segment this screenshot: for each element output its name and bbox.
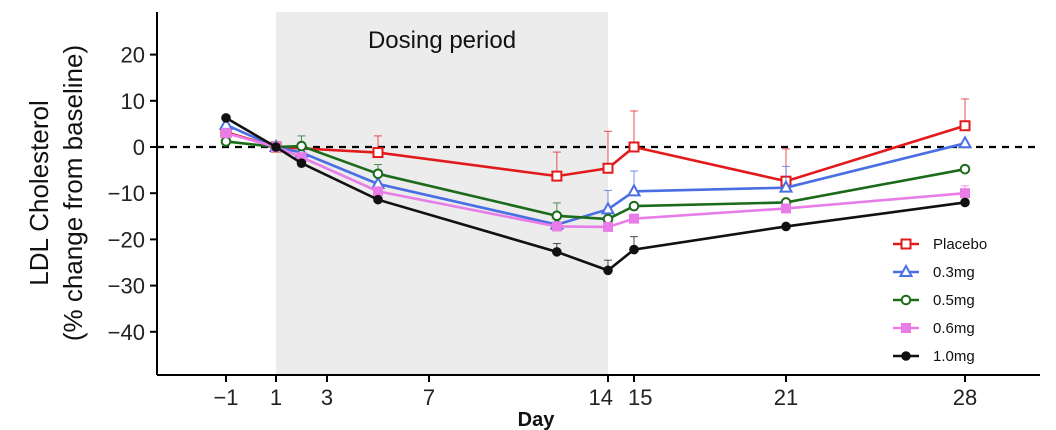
y-axis-label-line-2: (% change from baseline) (58, 45, 88, 341)
y-tick-label: 10 (121, 89, 145, 114)
legend-label: 0.3mg (933, 264, 975, 281)
y-axis-label-line-1: LDL Cholesterol (24, 100, 54, 285)
data-point (901, 323, 911, 333)
series-layer (218, 98, 973, 276)
legend-label: 1.0mg (933, 348, 975, 365)
x-ticks: −1 1 3 7 14 15 21 28 (213, 375, 977, 410)
legend-label: 0.6mg (933, 320, 975, 337)
data-point (221, 128, 231, 139)
legend-item: Placebo (893, 236, 987, 253)
x-tick-label: 15 (628, 385, 652, 410)
x-tick-label: 1 (270, 385, 282, 410)
x-tick-label: 28 (953, 385, 977, 410)
data-point (960, 197, 970, 208)
legend-item: 1.0mg (893, 348, 975, 365)
data-point (957, 135, 973, 149)
data-point (781, 203, 791, 214)
series-0-6mg (221, 128, 970, 232)
data-point (271, 142, 281, 152)
y-tick-label: 20 (121, 43, 145, 68)
series-line (225, 124, 966, 183)
data-point (603, 221, 613, 232)
data-point (901, 351, 911, 361)
x-tick-label: 14 (589, 385, 613, 410)
data-point (628, 141, 640, 153)
data-point (959, 163, 971, 175)
data-point (372, 168, 384, 180)
data-point (626, 183, 642, 197)
data-point (628, 200, 640, 212)
data-point (629, 213, 639, 224)
data-point (373, 194, 383, 205)
data-point (781, 221, 791, 232)
data-point (373, 186, 383, 197)
x-axis-label: Day (518, 409, 556, 430)
series-0-5mg (220, 135, 971, 225)
data-point (551, 210, 563, 222)
x-tick-label: 7 (423, 385, 435, 410)
data-point (552, 247, 562, 257)
data-point (603, 265, 613, 276)
data-point (602, 162, 614, 174)
legend-item: 0.3mg (893, 263, 975, 281)
y-tick-label: −40 (108, 320, 145, 345)
legend-item: 0.5mg (893, 292, 975, 309)
data-point (221, 113, 231, 123)
legend: Placebo 0.3mg 0.5mg 0.6mg 1.0mg (893, 236, 987, 365)
y-tick-label: 0 (133, 135, 145, 160)
dosing-period-region (276, 12, 608, 375)
data-point (778, 179, 794, 193)
y-tick-label: −20 (108, 227, 145, 252)
y-ticks: 20 10 0 −10 −20 −30 −40 (108, 43, 157, 345)
data-point (900, 294, 912, 306)
data-point (220, 136, 232, 147)
legend-item: 0.6mg (893, 320, 975, 337)
data-point (296, 158, 307, 168)
data-point (898, 263, 914, 277)
data-point (629, 244, 639, 255)
dosing-period-label: Dosing period (368, 27, 516, 54)
y-tick-label: −30 (108, 274, 145, 299)
data-point (900, 238, 912, 250)
x-tick-label: 21 (774, 385, 798, 410)
y-tick-label: −10 (108, 181, 145, 206)
data-point (551, 221, 562, 232)
legend-label: Placebo (933, 236, 987, 253)
x-tick-label: −1 (213, 385, 238, 410)
x-tick-label: 3 (321, 385, 333, 410)
data-point (372, 147, 384, 159)
data-point (551, 170, 563, 182)
data-point (959, 120, 971, 132)
data-point (960, 188, 970, 199)
series-1-0mg (221, 113, 970, 276)
data-point (600, 201, 616, 215)
data-point (296, 140, 307, 152)
legend-label: 0.5mg (933, 292, 975, 309)
